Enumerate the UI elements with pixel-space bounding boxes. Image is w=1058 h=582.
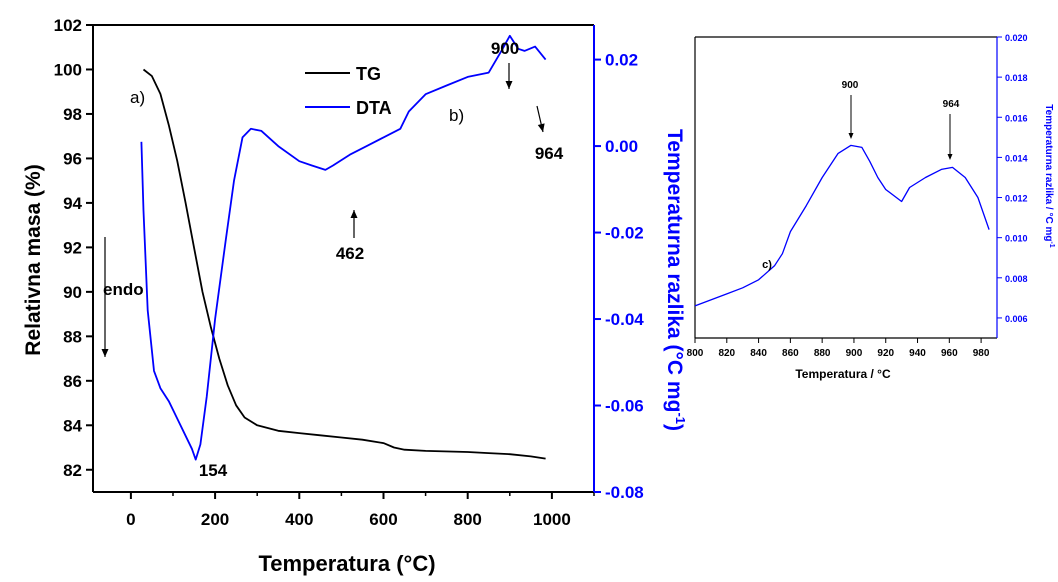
- inset-annotation-arrowhead: [947, 154, 953, 160]
- annotation-peak-964: 964: [535, 144, 564, 163]
- main-y-left-tick-label: 82: [63, 461, 82, 480]
- inset-series-layer: [694, 144, 990, 307]
- main-y-right-tick-label: 0.00: [605, 137, 638, 156]
- annotation-peak-900: 900: [491, 39, 519, 58]
- main-y-right-title: Temperaturna razlika (°C mg-1): [663, 129, 688, 431]
- main-y-right-title-close: ): [663, 424, 686, 431]
- main-y-right-tick-label: 0.02: [605, 51, 638, 70]
- inset-panel-label: c): [762, 259, 772, 271]
- main-x-title: Temperatura (°C): [258, 551, 435, 576]
- main-y-left-tick-label: 90: [63, 283, 82, 302]
- inset-annotation-arrowhead: [848, 133, 854, 139]
- main-y-left-tick-label: 102: [54, 16, 82, 35]
- annotation-arrowhead: [537, 123, 545, 132]
- main-x-tick-label: 0: [126, 510, 135, 529]
- inset-y-tick-label: 0.014: [1005, 153, 1028, 163]
- main-y-right-tick-label: -0.06: [605, 397, 644, 416]
- inset-x-tick-label: 920: [877, 348, 894, 359]
- inset-x-tick-label: 940: [909, 348, 926, 359]
- inset-x-tick-label: 960: [941, 348, 958, 359]
- inset-series-line: [694, 144, 990, 307]
- main-y-left-tick-label: 88: [63, 327, 82, 346]
- inset-x-tick-label: 980: [973, 348, 990, 359]
- inset-y-tick-label: 0.008: [1005, 274, 1028, 284]
- series-tg-line: [142, 68, 546, 460]
- inset-annotation-964: 964: [943, 99, 960, 110]
- main-y-left-tick-label: 84: [63, 416, 82, 435]
- inset-chart: 800 820 840 860 880 900 920 940 960 980 0.006 0.008…: [687, 33, 1055, 381]
- legend: TG DTA: [305, 64, 392, 118]
- inset-y-tick-label: 0.010: [1005, 234, 1028, 244]
- inset-annotation-900: 900: [842, 80, 859, 91]
- inset-x-tick-label: 820: [718, 348, 735, 359]
- main-y-left-tick-label: 92: [63, 238, 82, 257]
- main-x-title-unit: °C): [404, 551, 436, 576]
- main-y-left-tick-label: 98: [63, 105, 82, 124]
- inset-x-tick-label: 840: [750, 348, 767, 359]
- main-y-right-tick-label: -0.08: [605, 483, 644, 502]
- inset-x-tick-label: 800: [687, 348, 704, 359]
- main-chart: 0 200 400 600 800 1000 82 84 86 88 90 92 94 96 98 100 10…: [22, 16, 688, 576]
- annotation-a: a): [130, 88, 145, 107]
- main-y-left-tick-label: 94: [63, 194, 82, 213]
- annotation-min-154: 154: [199, 461, 228, 480]
- annotation-arrowhead: [350, 210, 358, 218]
- main-series-layer: [140, 34, 547, 461]
- main-y-right-tick-label: -0.02: [605, 224, 644, 243]
- legend-tg-label: TG: [356, 64, 381, 84]
- inset-y-title-exp: -1: [1048, 241, 1055, 247]
- main-y-left-tick-label: 86: [63, 372, 82, 391]
- main-x-tick-label: 600: [369, 510, 397, 529]
- inset-y-tick-label: 0.006: [1005, 314, 1028, 324]
- main-y-right-tick-label: -0.04: [605, 310, 644, 329]
- annotation-min-462: 462: [336, 244, 364, 263]
- inset-x-tick-label: 880: [814, 348, 831, 359]
- main-annotations-layer: a) b) 900 964 462 154 endo: [101, 39, 564, 480]
- series-dta-line: [140, 34, 547, 461]
- annotation-b: b): [449, 106, 464, 125]
- inset-x-title: Temperatura / °C: [795, 367, 891, 381]
- main-axes-layer: 0 200 400 600 800 1000 82 84 86 88 90 92 94 96 98 100 10…: [54, 16, 645, 529]
- inset-x-tick-label: 860: [782, 348, 799, 359]
- main-x-tick-label: 200: [201, 510, 229, 529]
- legend-dta-label: DTA: [356, 98, 392, 118]
- main-y-left-tick-label: 100: [54, 60, 82, 79]
- annotation-arrowhead: [101, 349, 109, 357]
- main-y-left-title: Relativna masa (%): [22, 164, 45, 355]
- main-y-left-tick-label: 96: [63, 149, 82, 168]
- annotation-endo: endo: [103, 280, 144, 299]
- inset-y-tick-label: 0.020: [1005, 33, 1028, 43]
- inset-annotations-layer: 900 964 c): [762, 80, 960, 271]
- inset-x-tick-label: 900: [846, 348, 863, 359]
- inset-axes-layer: 800 820 840 860 880 900 920 940 960 980 0.006 0.008…: [687, 33, 1028, 359]
- main-y-right-title-exp: -1: [673, 412, 688, 424]
- inset-y-tick-label: 0.018: [1005, 73, 1028, 83]
- main-x-tick-label: 800: [454, 510, 482, 529]
- annotation-arrowhead: [505, 81, 513, 89]
- inset-y-tick-label: 0.012: [1005, 194, 1028, 204]
- main-x-tick-label: 400: [285, 510, 313, 529]
- inset-y-tick-label: 0.016: [1005, 113, 1028, 123]
- main-x-tick-label: 1000: [533, 510, 571, 529]
- inset-y-title: Temperaturna razlika / °C mg-1: [1043, 104, 1055, 248]
